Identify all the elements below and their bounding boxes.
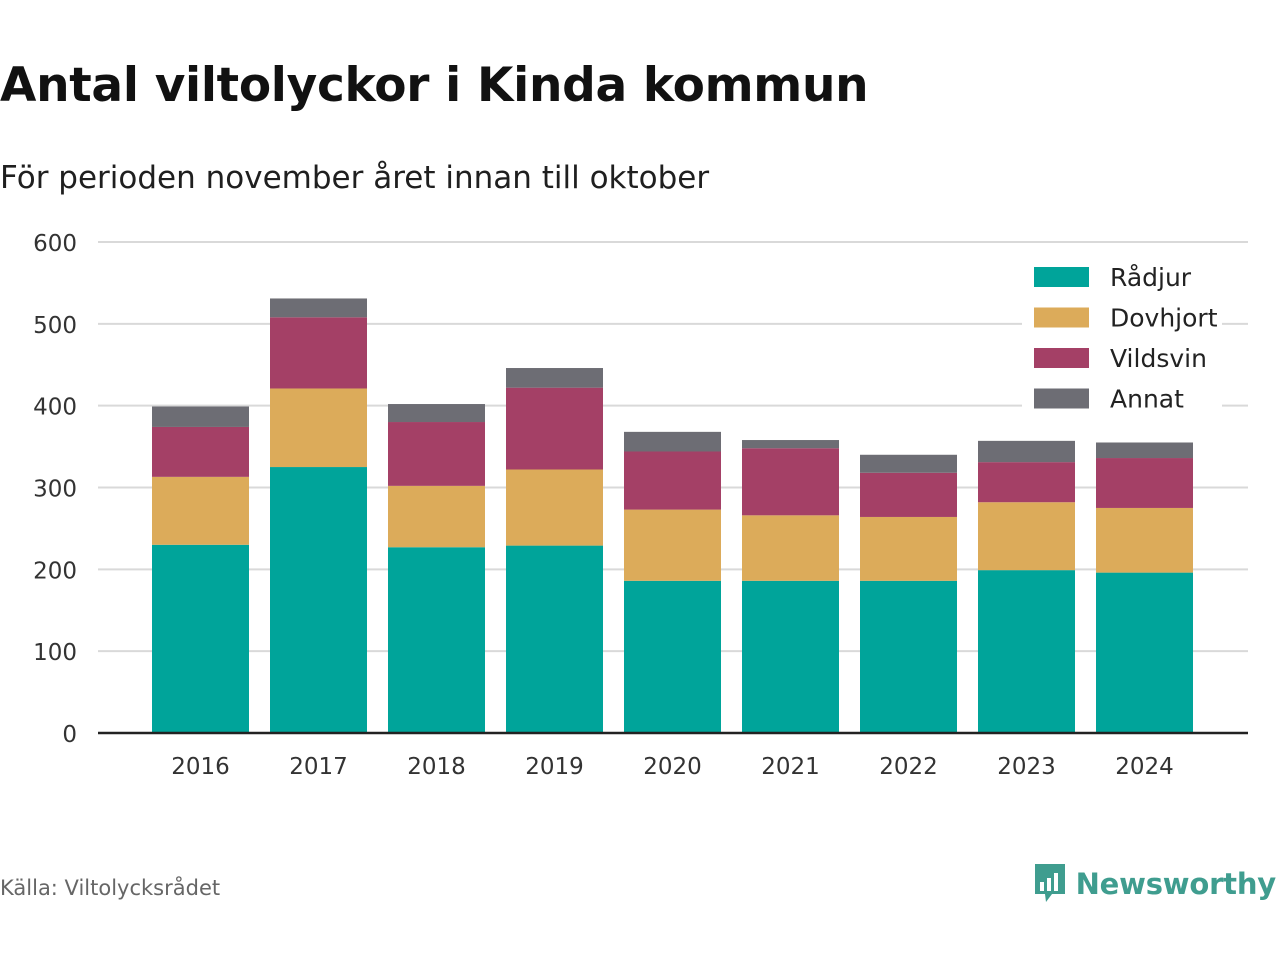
x-tick-label: 2024 [1115, 754, 1174, 780]
bar-segment [978, 502, 1075, 571]
legend-label: Dovhjort [1110, 304, 1218, 333]
source-note: Källa: Viltolycksrådet [0, 876, 221, 900]
bar-segment [270, 388, 367, 468]
bar-segment [860, 580, 957, 733]
brand-logo: Newsworthy [1032, 862, 1276, 906]
bar-segment [506, 368, 603, 388]
newsworthy-logo-icon [1034, 864, 1065, 902]
bar-segment [624, 509, 721, 581]
y-tick-label: 600 [33, 231, 77, 257]
x-tick-label: 2021 [761, 754, 820, 780]
x-tick-label: 2022 [879, 754, 938, 780]
bar-segment [860, 454, 957, 473]
bar-segment [506, 545, 603, 733]
bar-segment [860, 472, 957, 517]
bar-segment [152, 426, 249, 477]
y-tick-label: 500 [33, 313, 77, 339]
bar-segment [742, 515, 839, 581]
legend: Rådjur Dovhjort Vildsvin Annat [1022, 254, 1222, 414]
legend-swatch [1034, 388, 1089, 409]
bar-segment [978, 570, 1075, 733]
legend-label: Rådjur [1110, 263, 1192, 292]
brand-name: Newsworthy [1075, 867, 1277, 901]
bar-segment [506, 387, 603, 470]
y-tick-label: 0 [62, 722, 77, 748]
bar-segment [388, 485, 485, 548]
bar-segment [624, 431, 721, 452]
bar-segment [624, 580, 721, 733]
bar-segment [742, 448, 839, 516]
bar-segment [742, 440, 839, 449]
chart-subtitle: För perioden november året innan till ok… [0, 160, 710, 196]
x-tick-label: 2016 [171, 754, 230, 780]
x-tick-label: 2018 [407, 754, 466, 780]
bar-segment [270, 467, 367, 733]
y-tick-label: 300 [33, 477, 77, 503]
bar-segment [270, 317, 367, 389]
legend-swatch [1034, 267, 1089, 287]
x-tick-label: 2017 [289, 754, 348, 780]
bar-segment [1096, 572, 1193, 733]
legend-label: Annat [1110, 385, 1184, 414]
bar-segment [388, 547, 485, 733]
bar-segment [860, 516, 957, 581]
legend-swatch [1034, 307, 1089, 328]
x-tick-label: 2023 [997, 754, 1056, 780]
bar-segment [1096, 458, 1193, 508]
bar-segment [742, 580, 839, 733]
axes: 0 100 200 300 400 500 600 2016 2017 2018 2019 2020 2… [33, 231, 1248, 780]
legend-swatch [1034, 348, 1089, 368]
y-tick-label: 100 [33, 640, 77, 666]
bar-segment [624, 451, 721, 510]
bar-segment [152, 476, 249, 545]
legend-label: Vildsvin [1110, 344, 1207, 373]
bar-segment [506, 469, 603, 546]
bar-segment [388, 422, 485, 486]
bar-segment [270, 298, 367, 318]
y-tick-label: 200 [33, 558, 77, 584]
bar-segment [1096, 507, 1193, 573]
bar-segment [152, 406, 249, 427]
bar-segment [1096, 442, 1193, 459]
y-tick-label: 400 [33, 395, 77, 421]
x-tick-label: 2019 [525, 754, 584, 780]
bar-segment [152, 544, 249, 733]
x-tick-label: 2020 [643, 754, 702, 780]
bars [152, 298, 1193, 733]
bar-segment [388, 404, 485, 423]
bar-segment [978, 440, 1075, 463]
bar-segment [978, 462, 1075, 503]
chart-title: Antal viltolyckor i Kinda kommun [0, 58, 869, 113]
